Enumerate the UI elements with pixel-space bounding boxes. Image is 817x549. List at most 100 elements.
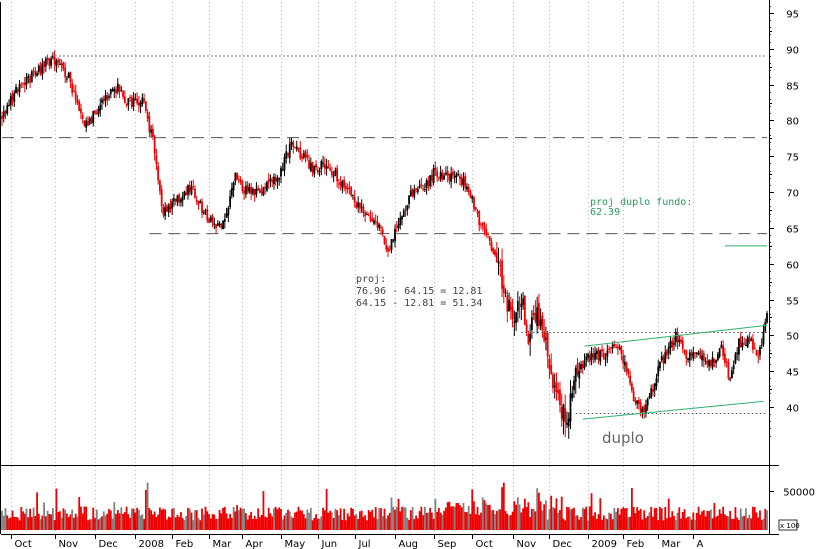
volume-bar [666, 518, 668, 530]
volume-bar [727, 516, 730, 530]
candle-body [46, 58, 49, 60]
candle-body [543, 331, 546, 342]
candle-body [87, 120, 89, 126]
volume-bar [427, 512, 430, 530]
candle-body [578, 371, 581, 379]
volume-bar [364, 515, 367, 530]
volume-bar [192, 520, 195, 530]
volume-bar [718, 509, 721, 530]
volume-bar [360, 510, 363, 530]
y-tick-label: 70 [786, 189, 799, 200]
volume-bar [708, 510, 710, 530]
volume-bar [366, 520, 368, 530]
candle-body [711, 357, 714, 368]
volume-bar [399, 511, 402, 530]
volume-bar [260, 514, 263, 530]
volume-bar [613, 507, 616, 530]
candle-body [574, 368, 577, 382]
volume-bar [374, 507, 377, 530]
candle-body [602, 352, 605, 359]
volume-bar [685, 518, 688, 530]
candle-body [150, 129, 153, 133]
candle-body [466, 186, 468, 190]
volume-bar [423, 506, 426, 530]
volume-bar [545, 500, 547, 530]
candle-body [371, 218, 374, 222]
candle-body [41, 63, 44, 75]
candle-body [118, 84, 121, 92]
candle-body [743, 343, 746, 345]
candle-body [129, 96, 131, 98]
candle-body [74, 91, 77, 101]
candle-body [439, 171, 442, 179]
candle-body [736, 352, 739, 354]
volume-bar [623, 508, 626, 530]
volume-bar [567, 507, 570, 530]
volume-bar [67, 516, 70, 530]
candle-body [55, 60, 58, 66]
candle-body [353, 196, 356, 203]
volume-bar [85, 506, 88, 530]
candle-body [752, 338, 754, 350]
volume-bar [211, 514, 214, 530]
candle-body [385, 244, 388, 250]
candle-body [2, 111, 5, 118]
candle-body [532, 312, 535, 316]
volume-bar [437, 507, 440, 530]
candle-body [541, 315, 544, 331]
volume-bar [560, 496, 563, 530]
candle-body [299, 147, 302, 159]
x-tick-label: Oct [15, 539, 32, 549]
volume-bar [295, 511, 298, 530]
candle-body [357, 202, 360, 208]
volume-bar [722, 506, 725, 530]
candle-body [760, 344, 763, 346]
volume-bar [278, 507, 281, 530]
candle-body [723, 353, 726, 363]
volume-scale-box [778, 519, 798, 531]
volume-bar [445, 507, 447, 530]
candle-body [666, 350, 668, 356]
candle-body [130, 97, 133, 107]
candle-body [406, 205, 409, 211]
volume-bar [376, 518, 379, 530]
candle-body [427, 180, 430, 186]
candle-body [655, 378, 658, 387]
volume-bar [371, 509, 374, 530]
y-tick-label: 55 [786, 297, 799, 308]
candle-body [318, 170, 321, 173]
candle-body [306, 154, 309, 159]
volume-bar [725, 515, 728, 530]
volume-bar [176, 515, 179, 530]
candle-body [287, 153, 289, 156]
volume-bar [483, 500, 486, 530]
volume-bar [11, 510, 14, 530]
candle-body [608, 348, 610, 350]
volume-bar [464, 511, 467, 530]
candle-body [116, 83, 119, 93]
volume-bar [715, 516, 718, 530]
volume-bar [187, 507, 189, 530]
candle-body [513, 321, 516, 323]
volume-bar [494, 514, 496, 530]
candle-body [557, 389, 560, 394]
volume-bar [195, 510, 198, 530]
volume-bar [562, 518, 565, 530]
candle-body [274, 177, 277, 182]
candle-body [539, 319, 542, 326]
volume-bar [129, 517, 131, 530]
volume-bar [462, 502, 465, 530]
volume-bar [288, 511, 291, 530]
volume-bar [269, 513, 272, 530]
candle-body [11, 94, 14, 101]
volume-bar [32, 507, 35, 530]
volume-bar [113, 502, 116, 530]
volume-bar [581, 507, 584, 530]
candle-body [622, 355, 625, 364]
candle-body [234, 172, 237, 182]
candle-body [336, 167, 339, 182]
volume-bar [738, 519, 740, 530]
volume-bar [308, 512, 310, 530]
candle-body [243, 190, 246, 194]
candle-body [160, 189, 163, 206]
